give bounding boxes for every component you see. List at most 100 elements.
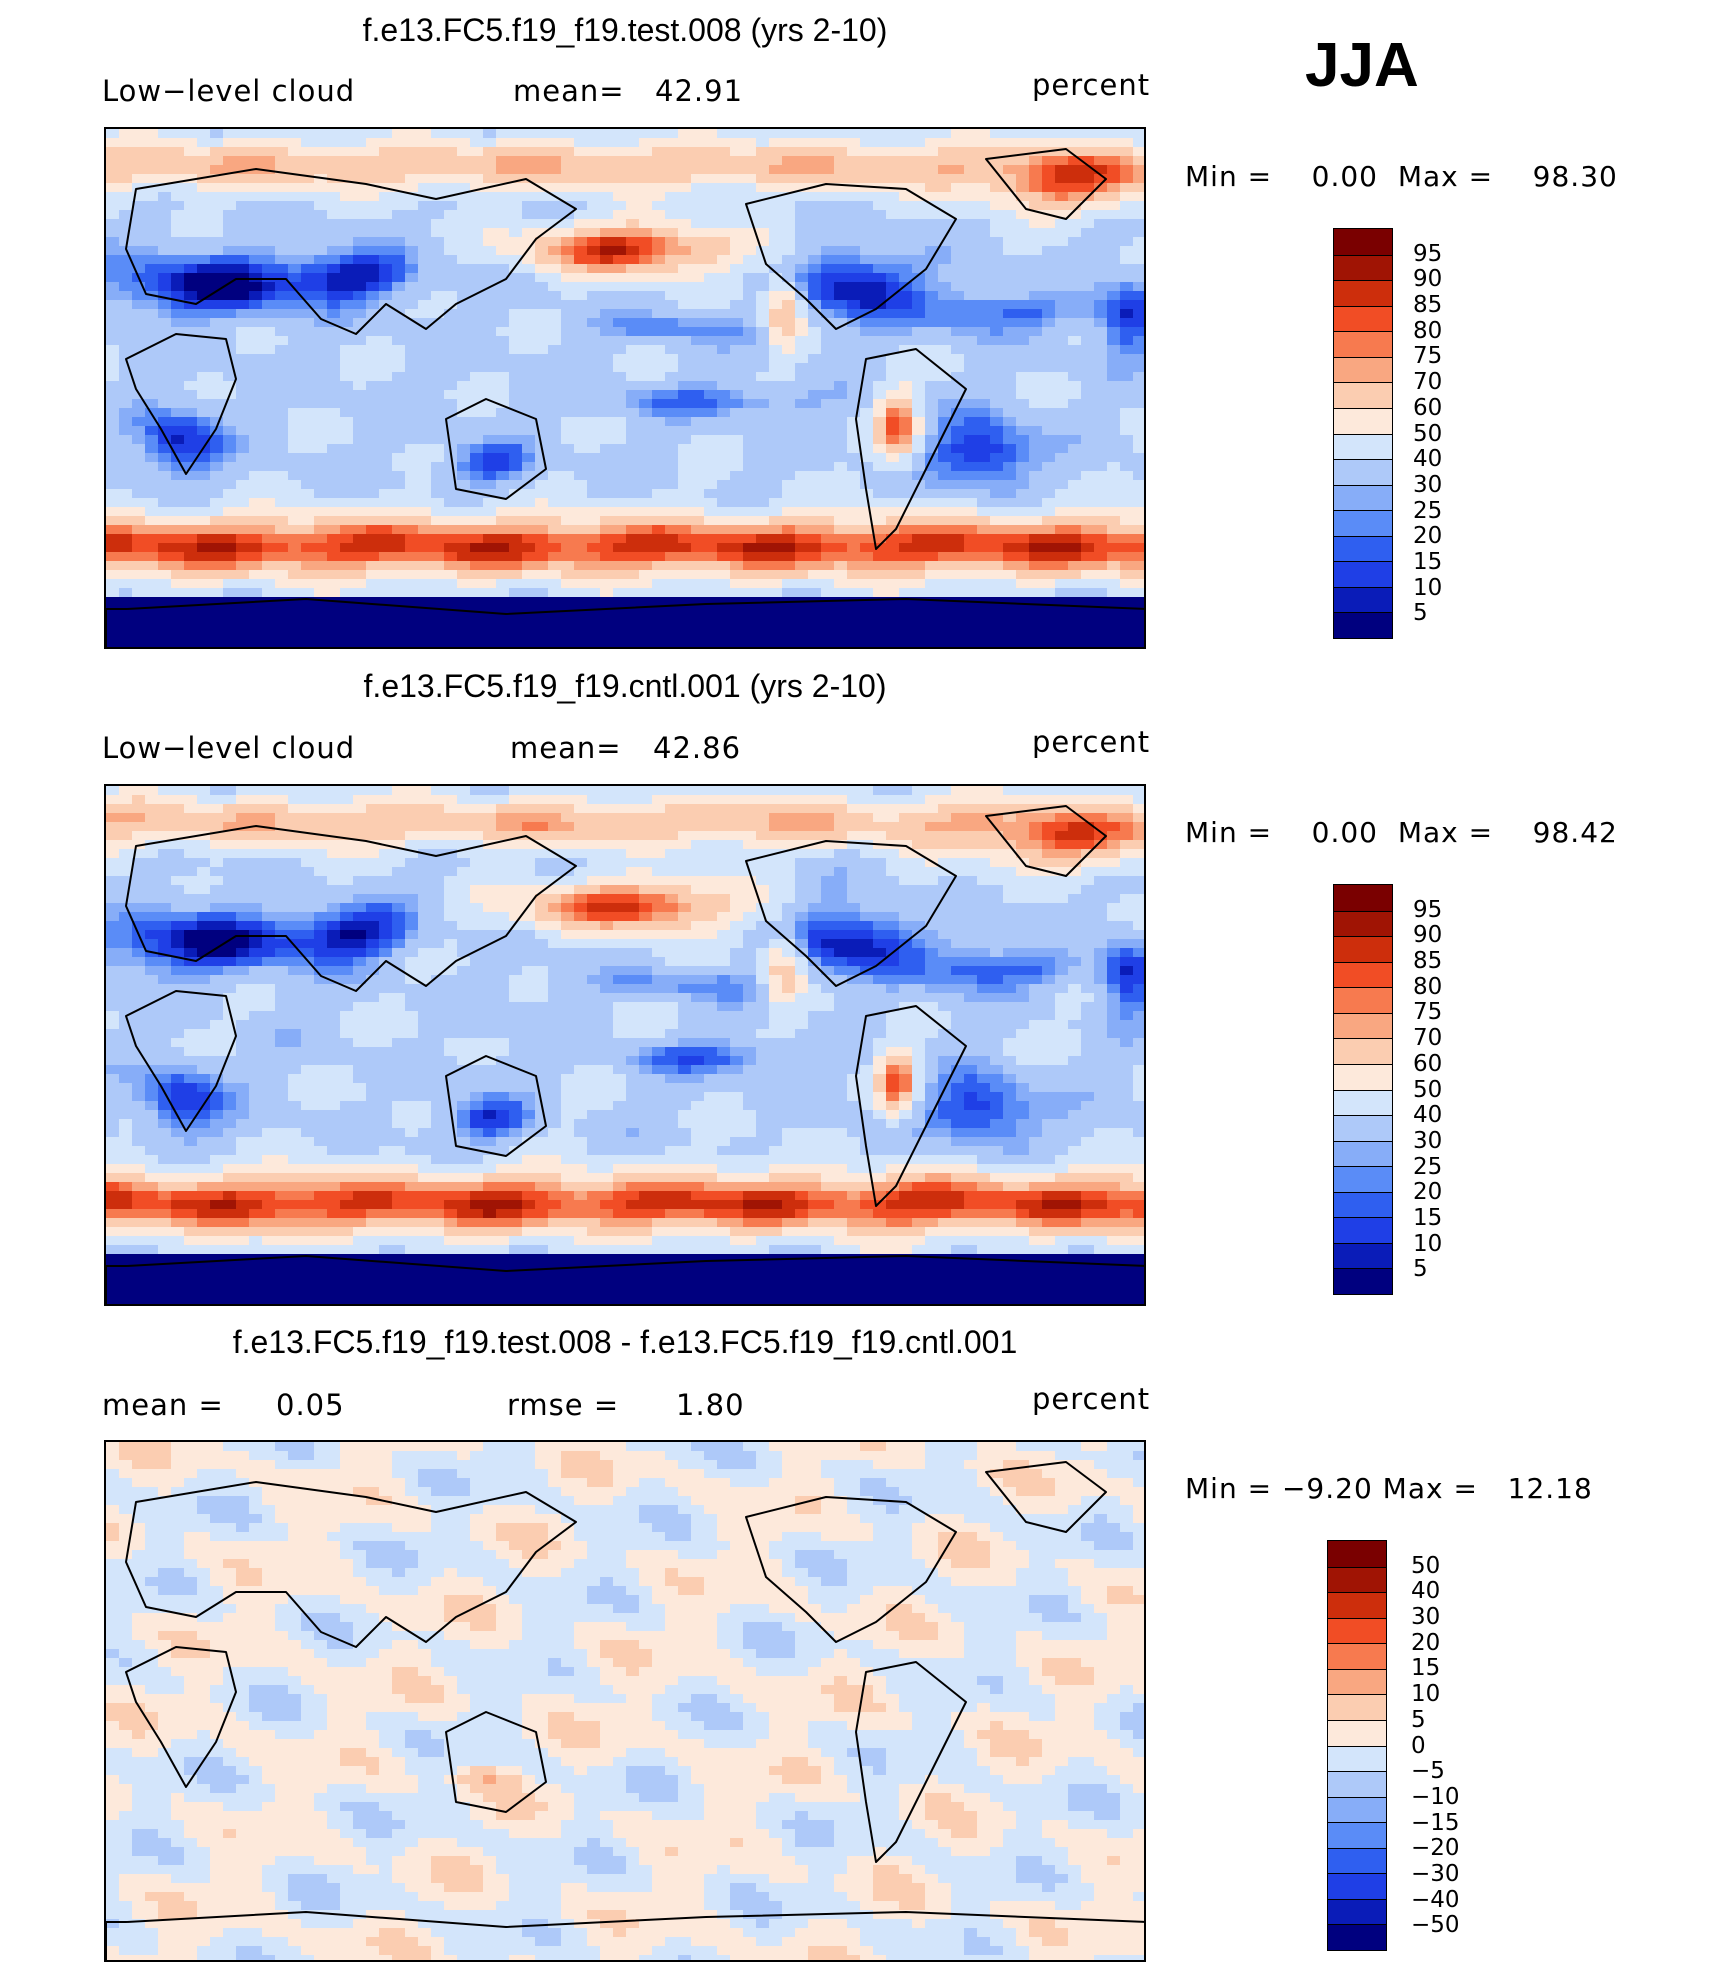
field-cell (743, 336, 757, 346)
field-cell (171, 543, 185, 553)
field-cell (483, 525, 497, 535)
field-cell (1094, 606, 1108, 616)
field-cell (847, 345, 861, 355)
field-cell (1081, 804, 1095, 814)
field-cell (132, 264, 146, 274)
field-cell (418, 399, 432, 409)
field-cell (1003, 237, 1017, 247)
field-cell (717, 408, 731, 418)
field-cell (470, 633, 484, 643)
field-cell (795, 417, 809, 427)
field-cell (912, 183, 926, 193)
field-cell (639, 534, 653, 544)
field-cell (509, 795, 523, 805)
field-cell (106, 417, 120, 427)
field-cell (340, 309, 354, 319)
field-cell (1016, 489, 1030, 499)
field-cell (847, 354, 861, 364)
field-cell (145, 579, 159, 589)
field-cell (288, 300, 302, 310)
field-cell (1120, 498, 1134, 508)
field-cell (457, 336, 471, 346)
field-cell (626, 633, 640, 643)
field-cell (119, 210, 133, 220)
field-cell (678, 165, 692, 175)
field-cell (1068, 561, 1082, 571)
field-cell (1094, 624, 1108, 634)
field-cell (600, 129, 614, 139)
field-cell (834, 264, 848, 274)
field-cell (106, 489, 120, 499)
field-cell (1068, 642, 1082, 647)
panel1-mean-label: mean= (513, 74, 625, 108)
field-cell (925, 606, 939, 616)
field-cell (1016, 525, 1030, 535)
field-cell (1042, 138, 1056, 148)
field-cell (925, 561, 939, 571)
field-cell (626, 165, 640, 175)
field-cell (210, 156, 224, 166)
field-cell (418, 327, 432, 337)
field-cell (1029, 372, 1043, 382)
field-cell (1081, 210, 1095, 220)
field-cell (847, 399, 861, 409)
field-cell (626, 381, 640, 391)
field-cell (327, 129, 341, 139)
field-cell (730, 615, 744, 625)
field-cell (145, 246, 159, 256)
field-cell (1042, 552, 1056, 562)
field-cell (327, 435, 341, 445)
field-cell (184, 156, 198, 166)
field-cell (730, 399, 744, 409)
field-cell (249, 795, 263, 805)
field-cell (405, 795, 419, 805)
field-cell (1068, 192, 1082, 202)
field-cell (223, 165, 237, 175)
field-cell (665, 363, 679, 373)
field-cell (132, 597, 146, 607)
field-cell (912, 147, 926, 157)
field-cell (1055, 579, 1069, 589)
field-cell (600, 183, 614, 193)
field-cell (522, 633, 536, 643)
field-cell (145, 480, 159, 490)
field-cell (158, 300, 172, 310)
field-cell (574, 525, 588, 535)
field-cell (691, 516, 705, 526)
field-cell (132, 525, 146, 535)
field-cell (535, 606, 549, 616)
field-cell (561, 264, 575, 274)
field-cell (444, 174, 458, 184)
field-cell (158, 786, 172, 796)
field-cell (197, 264, 211, 274)
field-cell (717, 219, 731, 229)
field-cell (197, 345, 211, 355)
field-cell (210, 615, 224, 625)
field-cell (1081, 552, 1095, 562)
field-cell (730, 417, 744, 427)
field-cell (158, 291, 172, 301)
field-cell (977, 471, 991, 481)
field-cell (392, 282, 406, 292)
field-cell (665, 462, 679, 472)
field-cell (587, 363, 601, 373)
field-cell (353, 561, 367, 571)
field-cell (509, 282, 523, 292)
field-cell (1003, 804, 1017, 814)
field-cell (327, 318, 341, 328)
field-cell (639, 327, 653, 337)
field-cell (457, 372, 471, 382)
field-cell (392, 363, 406, 373)
field-cell (548, 579, 562, 589)
field-cell (132, 813, 146, 823)
field-cell (1068, 426, 1082, 436)
field-cell (665, 444, 679, 454)
field-cell (379, 228, 393, 238)
field-cell (249, 588, 263, 598)
field-cell (1055, 570, 1069, 580)
field-cell (158, 588, 172, 598)
field-cell (457, 462, 471, 472)
field-cell (444, 246, 458, 256)
field-cell (119, 480, 133, 490)
field-cell (769, 534, 783, 544)
